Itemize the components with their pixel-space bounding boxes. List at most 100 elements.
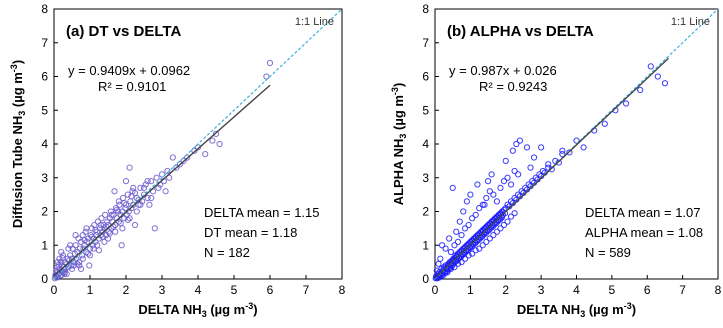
panel-a-data-point [130, 184, 137, 191]
panel-b-x-tick-label: 3 [538, 283, 545, 297]
panel-a-data-point [59, 254, 66, 262]
panel-a-data-point [81, 237, 88, 244]
panel-b-data-point [637, 86, 644, 94]
panel-b-data-point [442, 245, 449, 252]
panel-a-data-point [126, 215, 133, 222]
panel-a-data-point [153, 174, 160, 181]
panel-b-x-axis-label-main: DELTA NH [517, 302, 580, 317]
panel-b-data-point [461, 255, 469, 262]
panel-a-data-point [74, 260, 81, 267]
panel-a-data-point [133, 208, 140, 215]
panel-a-x-tick-label: 2 [123, 283, 130, 297]
panel-a-data-point [85, 250, 92, 257]
panel-a-x-tick-label: 3 [159, 283, 166, 297]
panel-a-data-point [146, 201, 153, 208]
panel-a-x-tick-label: 1 [87, 283, 94, 297]
panel-a-data-point [115, 198, 122, 205]
panel-b-data-point [453, 228, 460, 235]
panel-b-data-point [438, 242, 446, 249]
panel-a-data-point [77, 265, 85, 272]
panel-b-data-point [500, 178, 508, 185]
panel-b-data-point [451, 264, 458, 271]
panel-a-data-point [108, 211, 115, 218]
panel-b-data-point [446, 235, 453, 242]
panel-b-data-point [435, 260, 442, 267]
panel-b-data-point [525, 181, 532, 188]
panel-a-fit-line [53, 84, 271, 277]
panel-b-y-axis-label-main: ALPHA NH [391, 139, 406, 206]
panel-b-data-point [522, 184, 529, 191]
panel-b-x-tick-label: 8 [715, 283, 722, 297]
panel-a-data-point [209, 137, 216, 144]
panel-a-stat-line: N = 182 [204, 245, 250, 260]
panel-b-data-point [507, 213, 515, 220]
panel-b-x-tick-label: 6 [644, 283, 651, 297]
panel-b-stat-line: DELTA mean = 1.07 [585, 205, 701, 220]
panel-a-x-axis-label-subscript: 3 [202, 309, 207, 319]
panel-b-data-point [532, 174, 539, 181]
panel-b-x-axis-label-unit: (µg m [585, 302, 624, 317]
panel-b-data-point [539, 167, 546, 175]
panel-b-data-point [488, 171, 495, 178]
panel-a-data-point [112, 228, 119, 235]
panel-b-x-axis-label-unit-close: ) [632, 302, 636, 317]
panel-a-y-tick-label: 3 [41, 171, 48, 185]
panel-b-data-point [444, 269, 451, 276]
panel-a-data-point [65, 245, 72, 252]
panel-a-one-to-one-label: 1:1 Line [295, 16, 334, 28]
panel-b-data-point [536, 171, 543, 178]
panel-a-data-point [166, 174, 173, 181]
panel-a-y-axis-label-main: Diffusion Tube NH [10, 116, 25, 228]
panel-b-data-point [530, 154, 538, 161]
panel-a-data-point [137, 184, 144, 191]
panel-b-data-point [538, 144, 545, 151]
panel-a-data-point [83, 248, 90, 256]
panel-b-data-point [460, 208, 467, 215]
panel-b-data-point [481, 201, 488, 208]
panel-a-data-point [202, 151, 209, 158]
panel-a-data-point [151, 225, 158, 232]
panel-a-data-point [127, 198, 134, 205]
panel-a-stat-line: DT mean = 1.18 [204, 225, 297, 240]
panel-a-y-tick-label: 5 [41, 103, 48, 117]
panel-a-data-point [77, 238, 85, 245]
panel-a-data-point [72, 232, 79, 239]
panel-a-data-point [56, 255, 63, 262]
panel-b-y-tick-label: 7 [422, 36, 429, 50]
panel-b-data-point [515, 191, 522, 198]
panel-b-x-tick-label: 0 [432, 283, 439, 297]
panel-a-data-point [212, 130, 220, 137]
panel-a-data-point [124, 191, 131, 198]
panel-b-data-point [654, 73, 661, 80]
panel-b-data-point [484, 178, 492, 185]
panel-a-x-tick-label: 6 [267, 283, 274, 297]
panel-a-data-point [144, 194, 151, 202]
panel-b-data-point [461, 225, 469, 232]
panel-b-fit-equation: y = 0.987x + 0.026 [449, 63, 557, 78]
panel-a-data-point [102, 211, 109, 218]
panel-a-data-point [122, 201, 130, 208]
panel-a-data-point [113, 206, 121, 213]
panel-b-data-point [516, 137, 524, 144]
panel-b-data-point [661, 80, 669, 87]
panel-a-data-point [95, 247, 103, 254]
panel-a-title: (a) DT vs DELTA [66, 23, 181, 40]
panel-b-title: (b) ALPHA vs DELTA [447, 23, 594, 40]
panel-b-y-tick-label: 3 [422, 171, 429, 185]
panel-b-data-point [513, 140, 520, 148]
panel-b-data-point [465, 221, 472, 229]
panel-a-data-point [131, 189, 139, 197]
panel-b-data-point [504, 218, 511, 225]
panel-a-data-point [92, 226, 99, 234]
panel-b-y-tick-label: 1 [422, 238, 429, 252]
panel-b-x-axis-label-subscript: 3 [580, 309, 585, 319]
panel-b-data-point [472, 211, 479, 218]
panel-a-data-point [169, 154, 176, 161]
panel-b-y-axis-label: ALPHA NH3 (µg m-3) [390, 83, 408, 206]
panel-b-r-squared: R² = 0.9243 [479, 79, 547, 94]
panel-a-data-point [144, 178, 151, 185]
panel-a-data-point [158, 171, 166, 178]
panel-a-x-tick-label: 5 [231, 283, 238, 297]
panel-b-x-tick-label: 2 [502, 283, 509, 297]
